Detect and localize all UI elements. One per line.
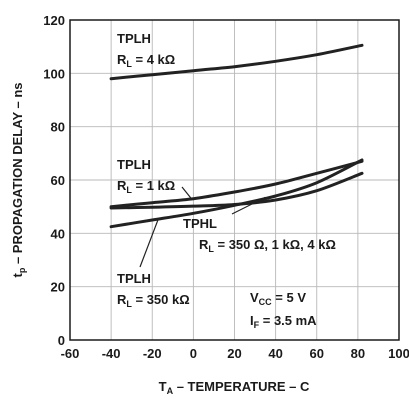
- x-tick-label: -20: [143, 346, 162, 361]
- series-line-1: [109, 43, 364, 81]
- y-tick-label: 20: [51, 280, 65, 295]
- x-tick-label: 20: [227, 346, 241, 361]
- leader-line-tphl: [231, 196, 266, 215]
- y-tick-label: 80: [51, 120, 65, 135]
- x-tick-label: 60: [310, 346, 324, 361]
- label-tplh-4k-title: TPLH: [117, 31, 151, 46]
- label-tplh-4k-rl: RL = 4 kΩ: [117, 52, 175, 69]
- series-line-4: [109, 171, 364, 210]
- x-tick-label: 0: [190, 346, 197, 361]
- x-tick-label: 100: [388, 346, 409, 361]
- y-tick-labels: 0 20 40 60 80 100 120: [43, 13, 65, 348]
- x-axis-title: TA – TEMPERATURE – C: [159, 379, 310, 396]
- series-lines: [109, 43, 364, 268]
- series-line-2: [109, 159, 364, 209]
- x-tick-label: 80: [351, 346, 365, 361]
- label-tphl-title: TPHL: [183, 216, 217, 231]
- label-tplh-1k-rl: RL = 1 kΩ: [117, 178, 175, 195]
- y-tick-label: 60: [51, 173, 65, 188]
- y-tick-label: 40: [51, 226, 65, 241]
- label-tplh-1k-title: TPLH: [117, 157, 151, 172]
- x-tick-labels: -60 -40 -20 0 20 40 60 80 100: [61, 346, 409, 361]
- leader-line-tplh-350k: [139, 218, 159, 268]
- y-tick-label: 100: [43, 66, 65, 81]
- x-tick-label: -40: [102, 346, 121, 361]
- leader-line-tplh-1k: [181, 186, 192, 200]
- y-tick-label: 0: [58, 333, 65, 348]
- label-tplh-350k-title: TPLH: [117, 271, 151, 286]
- x-tick-label: 40: [268, 346, 282, 361]
- y-axis-title: tp – PROPAGATION DELAY – ns: [10, 82, 27, 277]
- label-tphl-rl: RL = 350 Ω, 1 kΩ, 4 kΩ: [199, 237, 336, 254]
- x-tick-label: -60: [61, 346, 80, 361]
- label-if: IF = 3.5 mA: [250, 313, 317, 330]
- label-vcc: VCC = 5 V: [250, 290, 306, 307]
- label-tplh-350k-rl: RL = 350 kΩ: [117, 292, 190, 309]
- y-tick-label: 120: [43, 13, 65, 28]
- plot-frame: [69, 19, 400, 341]
